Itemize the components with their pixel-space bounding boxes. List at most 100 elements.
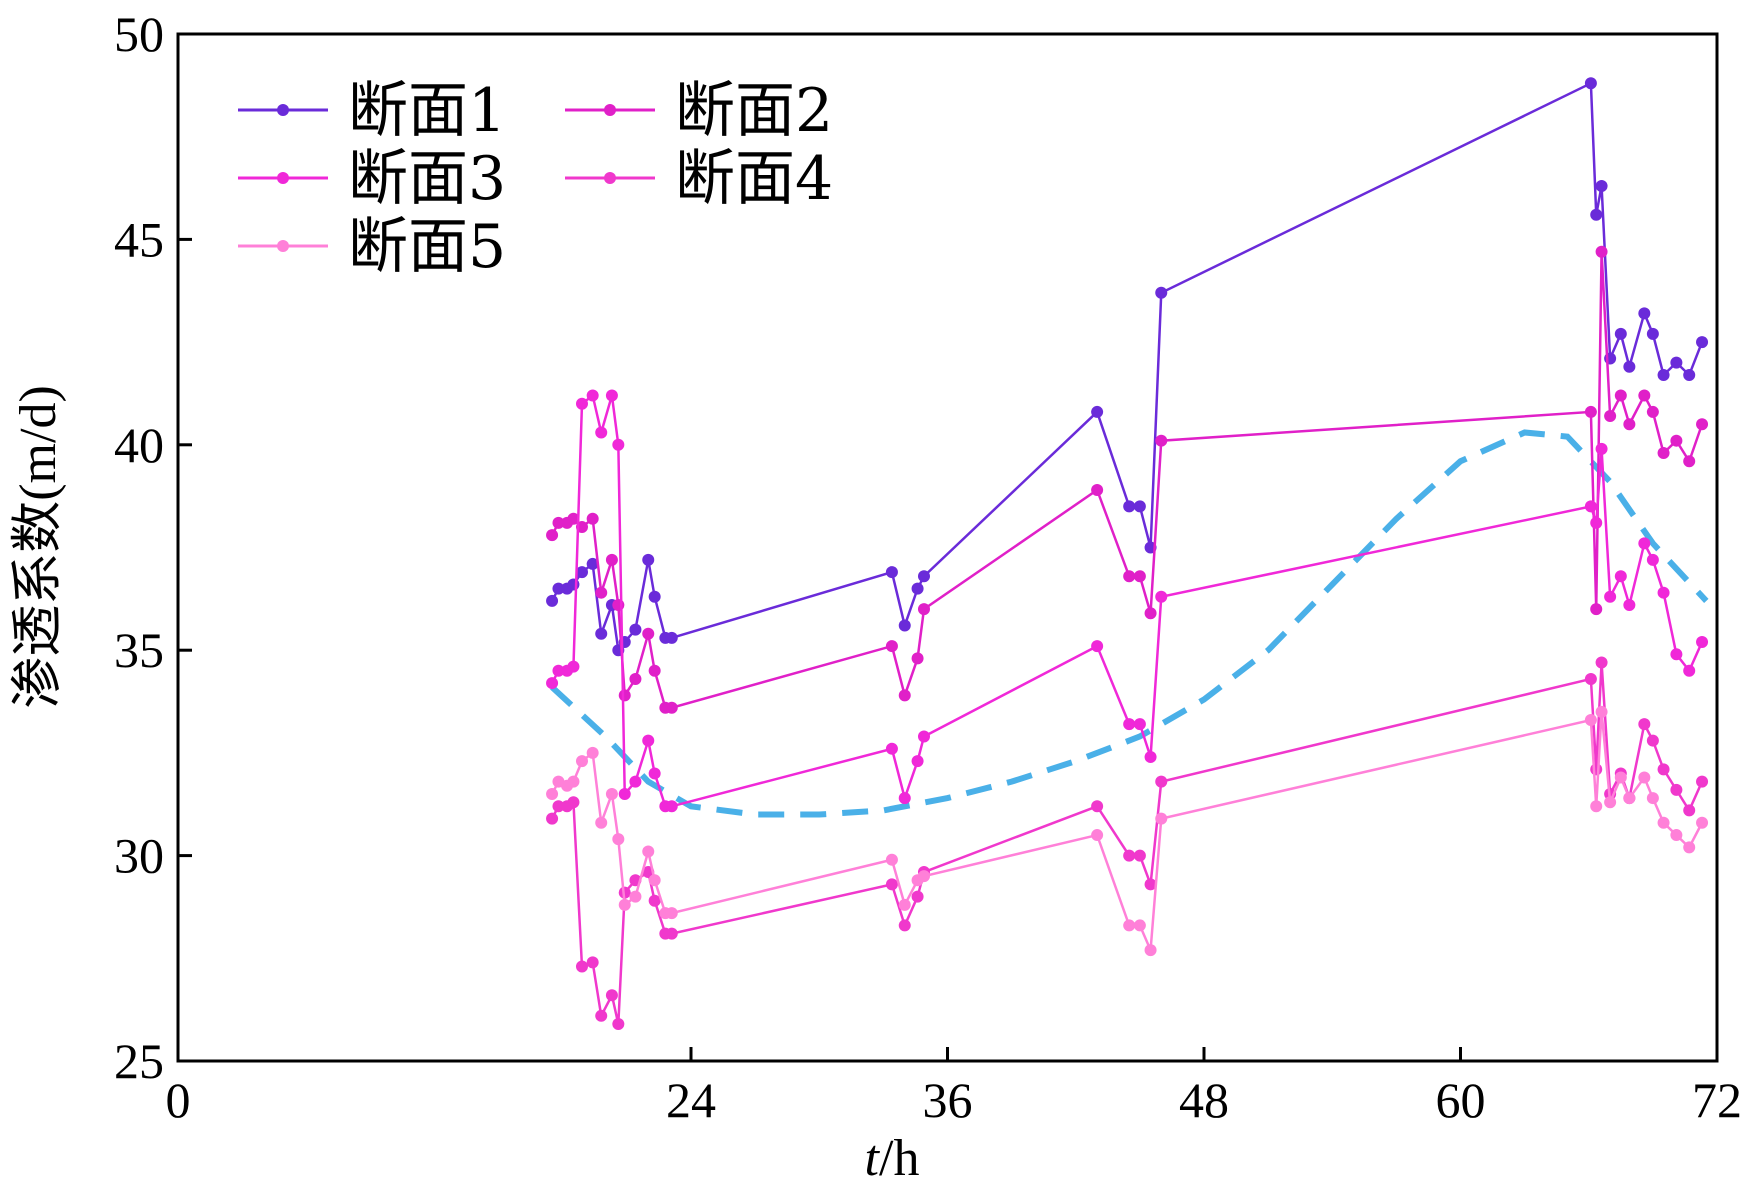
data-point <box>665 631 678 644</box>
data-point <box>552 516 565 529</box>
y-axis-ticks: 25 30 35 40 45 50 <box>114 6 192 1089</box>
data-point <box>665 907 678 920</box>
data-point <box>1584 77 1597 90</box>
data-point <box>1133 919 1146 932</box>
data-point <box>898 898 911 911</box>
data-point <box>629 775 642 788</box>
x-tick-label: 36 <box>923 1072 973 1128</box>
data-point <box>1638 537 1651 550</box>
data-point <box>1590 208 1603 221</box>
data-point <box>629 623 642 636</box>
legend-marker <box>277 240 289 252</box>
data-point <box>586 557 599 570</box>
data-point <box>642 553 655 566</box>
data-point <box>1123 849 1136 862</box>
data-point <box>665 800 678 813</box>
legend-label: 断面5 <box>348 212 506 282</box>
data-point <box>898 792 911 805</box>
data-point <box>595 426 608 439</box>
data-point <box>1646 405 1659 418</box>
data-point <box>605 553 618 566</box>
data-point <box>567 775 580 788</box>
data-point <box>567 578 580 591</box>
data-point <box>1091 483 1104 496</box>
series-1 <box>546 77 1709 657</box>
data-point <box>1657 586 1670 599</box>
data-point <box>595 627 608 640</box>
x-axis-title-italic: t <box>865 1130 881 1187</box>
data-point <box>1696 635 1709 648</box>
data-point <box>648 590 661 603</box>
x-tick-label: 24 <box>666 1072 716 1128</box>
data-point <box>917 603 930 616</box>
data-point <box>1657 763 1670 776</box>
legend-marker <box>604 172 616 184</box>
data-point <box>546 812 559 825</box>
data-point <box>1696 816 1709 829</box>
data-point <box>1683 368 1696 381</box>
data-point <box>552 800 565 813</box>
data-point <box>1657 816 1670 829</box>
data-point <box>1670 829 1683 842</box>
data-point <box>1595 179 1608 192</box>
data-point <box>1155 590 1168 603</box>
data-point <box>567 512 580 525</box>
data-point <box>612 833 625 846</box>
legend-item-4: 断面4 <box>565 144 833 214</box>
data-point <box>1155 286 1168 299</box>
data-point <box>648 664 661 677</box>
data-point <box>605 787 618 800</box>
data-point <box>1155 434 1168 447</box>
x-tick-label: 48 <box>1179 1072 1229 1128</box>
data-point <box>898 919 911 932</box>
y-axis-title: 渗透系数(m/d) <box>10 385 67 709</box>
data-point <box>917 870 930 883</box>
y-tick-label: 45 <box>114 211 164 267</box>
data-point <box>1604 410 1617 423</box>
data-point <box>1584 500 1597 513</box>
data-point <box>1623 599 1636 612</box>
data-point <box>1123 718 1136 731</box>
legend-marker <box>604 104 616 116</box>
data-point <box>1123 500 1136 513</box>
legend-label: 断面4 <box>675 144 833 214</box>
data-point <box>1683 455 1696 468</box>
data-point <box>1646 553 1659 566</box>
data-point <box>648 767 661 780</box>
y-tick-label: 50 <box>114 6 164 62</box>
data-point <box>1657 447 1670 460</box>
data-point <box>546 677 559 690</box>
trend-layer <box>550 429 1709 818</box>
x-axis-ticks: 0 24 36 48 60 72 <box>166 1047 1742 1128</box>
data-point <box>642 734 655 747</box>
series-5 <box>546 705 1709 957</box>
data-point <box>1638 389 1651 402</box>
data-point <box>898 619 911 632</box>
data-point <box>1595 442 1608 455</box>
data-point <box>917 570 930 583</box>
data-point <box>1604 796 1617 809</box>
data-point <box>546 529 559 542</box>
data-point <box>586 389 599 402</box>
data-point <box>1584 672 1597 685</box>
data-point <box>665 927 678 940</box>
data-point <box>1590 800 1603 813</box>
data-point <box>575 755 588 768</box>
data-point <box>1657 368 1670 381</box>
data-point <box>595 586 608 599</box>
data-point <box>1623 418 1636 431</box>
series-line <box>550 81 1704 654</box>
data-point <box>1638 307 1651 320</box>
data-point <box>1670 434 1683 447</box>
data-point <box>1595 656 1608 669</box>
data-point <box>885 566 898 579</box>
data-point <box>1584 405 1597 418</box>
data-point <box>1133 718 1146 731</box>
data-point <box>1683 804 1696 817</box>
data-point <box>1696 775 1709 788</box>
x-axis-title: t/h <box>865 1130 920 1187</box>
legend-marker <box>277 172 289 184</box>
data-point <box>885 853 898 866</box>
data-point <box>1670 648 1683 661</box>
